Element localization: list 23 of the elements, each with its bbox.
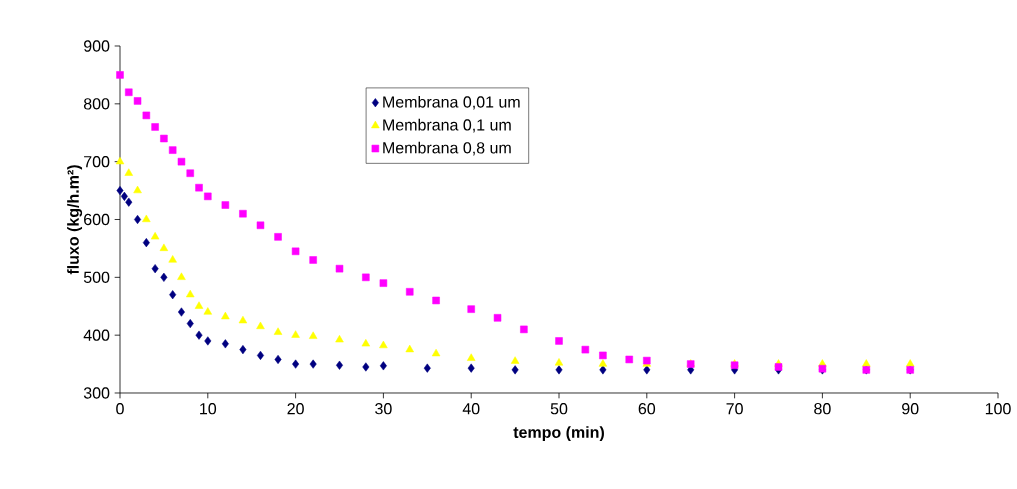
x-tick-label: 20	[287, 403, 304, 415]
y-tick-label: 800	[83, 98, 110, 110]
x-tick-label: 60	[638, 403, 656, 415]
x-tick-label: 50	[550, 403, 568, 415]
y-tick-label: 400	[83, 329, 110, 341]
x-tick-label: 10	[200, 403, 217, 415]
x-tick-label: 100	[985, 403, 1011, 415]
y-tick-label: 500	[83, 271, 110, 283]
x-tick-label: 70	[726, 403, 743, 415]
x-tick-label: 40	[462, 403, 480, 415]
legend-label: Membrana 0,01 um	[383, 95, 520, 110]
x-tick-label: 90	[902, 403, 919, 415]
y-tick-label: 700	[84, 156, 110, 168]
x-tick-label: 30	[375, 403, 392, 415]
x-tick-label: 80	[814, 403, 831, 415]
y-tick-label: 900	[84, 40, 110, 52]
legend-label: Membrana 0,8 um	[383, 141, 511, 156]
x-tick-label: 0	[116, 403, 124, 415]
y-axis-title: fluxo (kg/h.m²)	[67, 165, 83, 275]
legend-label: Membrana 0,1 um	[383, 118, 511, 133]
y-tick-label: 600	[84, 213, 110, 226]
x-axis-title: tempo (min)	[513, 426, 604, 442]
y-tick-label: 300	[83, 387, 110, 399]
